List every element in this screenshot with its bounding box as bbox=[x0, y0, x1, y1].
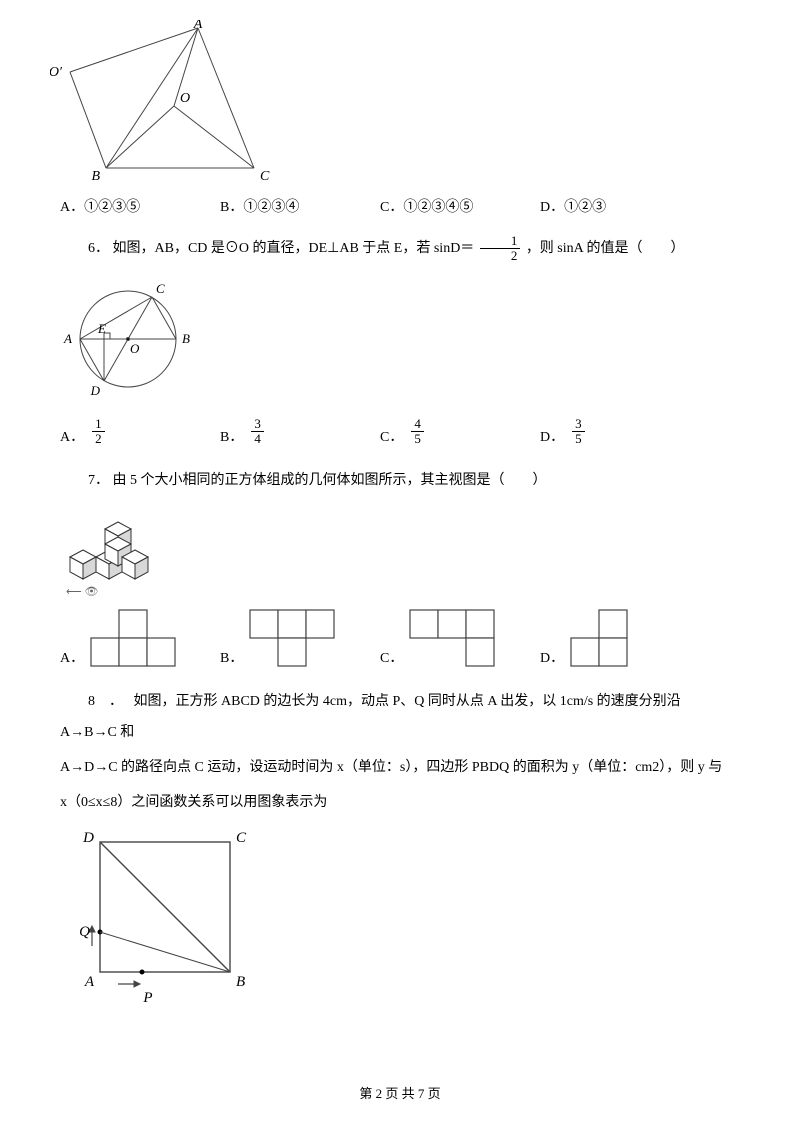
q8-line1: 如图，正方形 ABCD 的边长为 4cm，动点 P、Q 同时从点 A 出发，以 … bbox=[60, 694, 681, 740]
q6-text-pre: 如图，AB，CD 是⊙O 的直径，DE⊥AB 于点 E，若 sinD＝ bbox=[113, 241, 475, 256]
q6-choice-A-frac: 1 2 bbox=[92, 417, 105, 447]
svg-text:E: E bbox=[97, 321, 106, 336]
q7-choice-B-svg bbox=[249, 609, 335, 667]
q6-choice-C-num: 4 bbox=[411, 417, 424, 432]
q6-choice-C-den: 5 bbox=[411, 432, 424, 446]
q6-choice-D-num: 3 bbox=[572, 417, 585, 432]
q5-choice-A-label: A． bbox=[60, 200, 84, 215]
q7-iso-svg: ⟵ 👁 bbox=[60, 509, 170, 599]
q5-choice-D-label: D． bbox=[540, 200, 564, 215]
q7-choice-A-svg bbox=[90, 609, 176, 667]
q8-line3: x（0≤x≤8）之间函数关系可以用图象表示为 bbox=[60, 795, 327, 810]
svg-text:C: C bbox=[260, 169, 270, 184]
q5-figure: A O′ O B C bbox=[50, 20, 740, 186]
q6-frac-num: 1 bbox=[480, 234, 521, 249]
q6-frac: 1 2 bbox=[480, 234, 521, 264]
q7-choice-D-label: D． bbox=[540, 647, 564, 667]
q7-choice-B-label: B． bbox=[220, 647, 243, 667]
q6-choice-A-den: 2 bbox=[92, 432, 105, 446]
q5-choice-D: ①②③ bbox=[564, 200, 606, 215]
q6-text: 6． 如图，AB，CD 是⊙O 的直径，DE⊥AB 于点 E，若 sinD＝ 1… bbox=[60, 234, 740, 265]
svg-text:A: A bbox=[193, 20, 203, 32]
q6-choice-D-label: D． bbox=[540, 426, 564, 446]
page: AO′OBC A．①②③⑤ B．①②③④ C．①②③④⑤ D．①②③ 6． 如图… bbox=[0, 0, 800, 1132]
page-footer: 第 2 页 共 7 页 bbox=[0, 1083, 800, 1102]
q7-choices: A． B． C． D． bbox=[60, 609, 740, 667]
q8-figure: D C A B Q P bbox=[60, 830, 740, 1010]
q7-choice-D-svg bbox=[570, 609, 628, 667]
q5-choice-B: ①②③④ bbox=[243, 200, 299, 215]
q8-line2: A→D→C 的路径向点 C 运动，设运动时间为 x（单位：s），四边形 PBDQ… bbox=[60, 760, 722, 775]
svg-text:O: O bbox=[130, 341, 140, 356]
svg-text:D: D bbox=[82, 830, 94, 846]
q5-choice-C: ①②③④⑤ bbox=[403, 200, 473, 215]
q6-choice-D-frac: 3 5 bbox=[572, 417, 585, 447]
q7-text-content: 由 5 个大小相同的正方体组成的几何体如图所示，其主视图是（ ） bbox=[113, 473, 547, 488]
q6-choice-A-label: A． bbox=[60, 426, 84, 446]
q6-text-post: ，则 sinA 的值是（ ） bbox=[526, 241, 685, 256]
q6-svg: A B C D E O bbox=[60, 277, 200, 407]
q5-choice-A: ①②③⑤ bbox=[84, 200, 140, 215]
q6-choice-B-label: B． bbox=[220, 426, 243, 446]
svg-text:B: B bbox=[236, 974, 245, 990]
svg-text:A: A bbox=[63, 331, 72, 346]
q6-number: 6． bbox=[88, 241, 109, 256]
svg-text:B: B bbox=[91, 169, 100, 184]
svg-text:O′: O′ bbox=[50, 65, 63, 80]
q8-line3-wrap: x（0≤x≤8）之间函数关系可以用图象表示为 bbox=[60, 788, 740, 819]
q8-line2-wrap: A→D→C 的路径向点 C 运动，设运动时间为 x（单位：s），四边形 PBDQ… bbox=[60, 753, 740, 784]
q7-choice-C-label: C． bbox=[380, 647, 403, 667]
svg-text:Q: Q bbox=[79, 924, 90, 940]
q7-iso-figure: ⟵ 👁 bbox=[60, 509, 740, 599]
svg-text:O: O bbox=[180, 91, 190, 106]
q8-svg: D C A B Q P bbox=[60, 830, 250, 1010]
svg-text:P: P bbox=[142, 990, 152, 1006]
q6-choice-C-frac: 4 5 bbox=[411, 417, 424, 447]
q6-choice-A-num: 1 bbox=[92, 417, 105, 432]
svg-text:⟵ 👁: ⟵ 👁 bbox=[66, 586, 99, 598]
q6-frac-den: 2 bbox=[480, 249, 521, 263]
q7-choice-C-svg bbox=[409, 609, 495, 667]
q7-choice-A-label: A． bbox=[60, 647, 84, 667]
q6-figure: A B C D E O bbox=[60, 277, 740, 407]
q6-choice-B-frac: 3 4 bbox=[251, 417, 264, 447]
q8-text: 8 ． 如图，正方形 ABCD 的边长为 4cm，动点 P、Q 同时从点 A 出… bbox=[60, 687, 740, 749]
footer-text: 第 2 页 共 7 页 bbox=[359, 1086, 440, 1101]
q5-choices: A．①②③⑤ B．①②③④ C．①②③④⑤ D．①②③ bbox=[60, 196, 740, 216]
svg-text:B: B bbox=[182, 331, 190, 346]
q7-number: 7． bbox=[88, 473, 109, 488]
q7-text: 7． 由 5 个大小相同的正方体组成的几何体如图所示，其主视图是（ ） bbox=[60, 466, 740, 497]
q5-choice-B-label: B． bbox=[220, 200, 243, 215]
q6-choices: A． 1 2 B． 3 4 C． 4 5 D． 3 5 bbox=[60, 417, 740, 447]
q5-choice-C-label: C． bbox=[380, 200, 403, 215]
q8-number: 8 ． bbox=[88, 694, 130, 709]
q6-choice-B-den: 4 bbox=[251, 432, 264, 446]
q6-choice-C-label: C． bbox=[380, 426, 403, 446]
q6-choice-B-num: 3 bbox=[251, 417, 264, 432]
svg-text:A: A bbox=[84, 974, 95, 990]
svg-text:C: C bbox=[156, 281, 165, 296]
svg-text:D: D bbox=[90, 383, 101, 398]
q6-choice-D-den: 5 bbox=[572, 432, 585, 446]
q5-svg: A O′ O B C bbox=[50, 20, 270, 186]
svg-text:C: C bbox=[236, 830, 247, 846]
